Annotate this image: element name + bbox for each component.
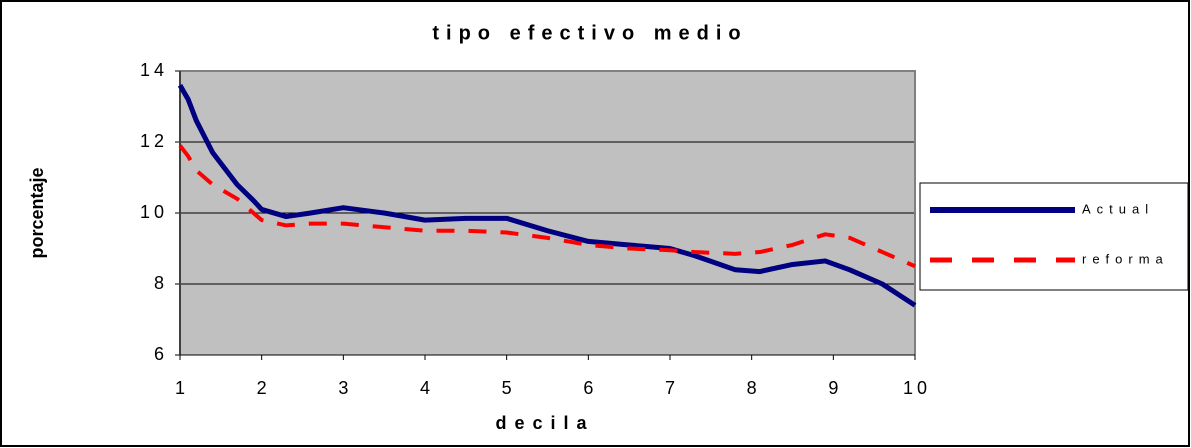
x-tick-label: 3 [338, 378, 352, 398]
x-tick-label: 5 [502, 378, 516, 398]
legend [919, 182, 1189, 291]
chart-title: tipo efectivo medio [432, 22, 747, 44]
x-tick-label: 7 [665, 378, 679, 398]
x-tick-label: 2 [257, 378, 271, 398]
x-axis-label: decila [495, 413, 594, 433]
legend-label: reforma [1082, 251, 1169, 266]
x-tick-label: 8 [747, 378, 761, 398]
y-axis-label: porcentaje [27, 167, 47, 258]
series-line [177, 83, 917, 308]
y-tick-label: 8 [154, 273, 168, 293]
y-tick-label: 14 [140, 60, 168, 80]
y-tick-label: 12 [140, 131, 168, 151]
x-tick-label: 1 [175, 378, 189, 398]
y-tick-label: 10 [140, 202, 168, 222]
x-tick-label: 6 [583, 378, 597, 398]
series-line [178, 144, 916, 269]
legend-label: Actual [1082, 201, 1154, 216]
x-tick-label: 4 [420, 378, 434, 398]
y-tick-label: 6 [154, 344, 168, 364]
x-tick-label: 10 [903, 378, 931, 398]
x-tick-label: 9 [828, 378, 842, 398]
